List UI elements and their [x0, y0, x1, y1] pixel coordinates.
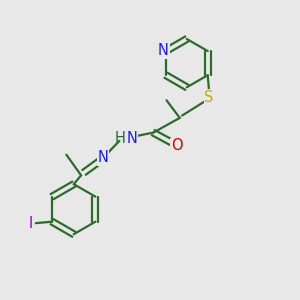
Text: O: O — [171, 138, 183, 153]
Text: S: S — [205, 90, 214, 105]
Text: N: N — [127, 131, 138, 146]
Text: I: I — [28, 216, 33, 231]
Text: N: N — [158, 43, 169, 58]
Text: H: H — [114, 131, 125, 146]
Text: N: N — [98, 150, 109, 165]
